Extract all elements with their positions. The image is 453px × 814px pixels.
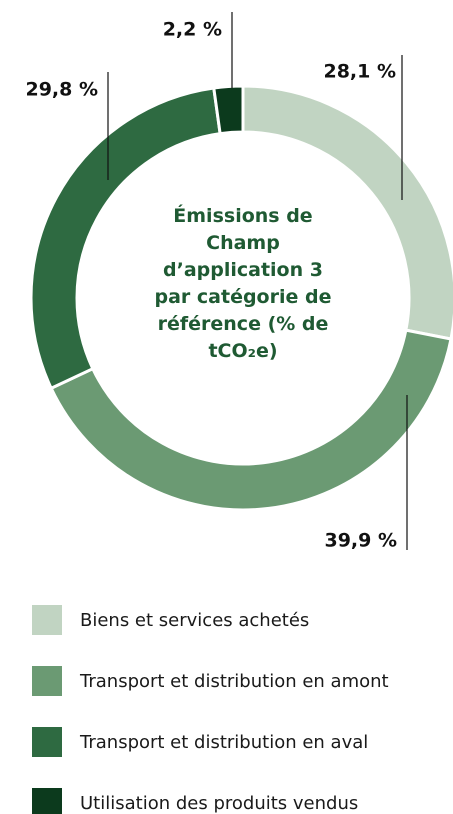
value-label: 28,1 % xyxy=(323,61,396,83)
chart-title: Émissions de Champ d’application 3 par c… xyxy=(154,205,332,362)
legend-swatch xyxy=(32,727,62,757)
legend-swatch xyxy=(32,788,62,814)
donut-segment xyxy=(212,84,245,136)
legend-label: Utilisation des produits vendus xyxy=(80,793,358,814)
legend-label: Biens et services achetés xyxy=(80,610,309,631)
value-label: 2,2 % xyxy=(163,19,222,41)
donut-segment xyxy=(49,328,453,512)
legend-label: Transport et distribution en amont xyxy=(79,671,389,692)
legend-swatch xyxy=(32,605,62,635)
legend-swatch xyxy=(32,666,62,696)
value-label: 29,8 % xyxy=(25,79,98,101)
legend-label: Transport et distribution en aval xyxy=(79,732,368,753)
value-label: 39,9 % xyxy=(324,530,397,552)
